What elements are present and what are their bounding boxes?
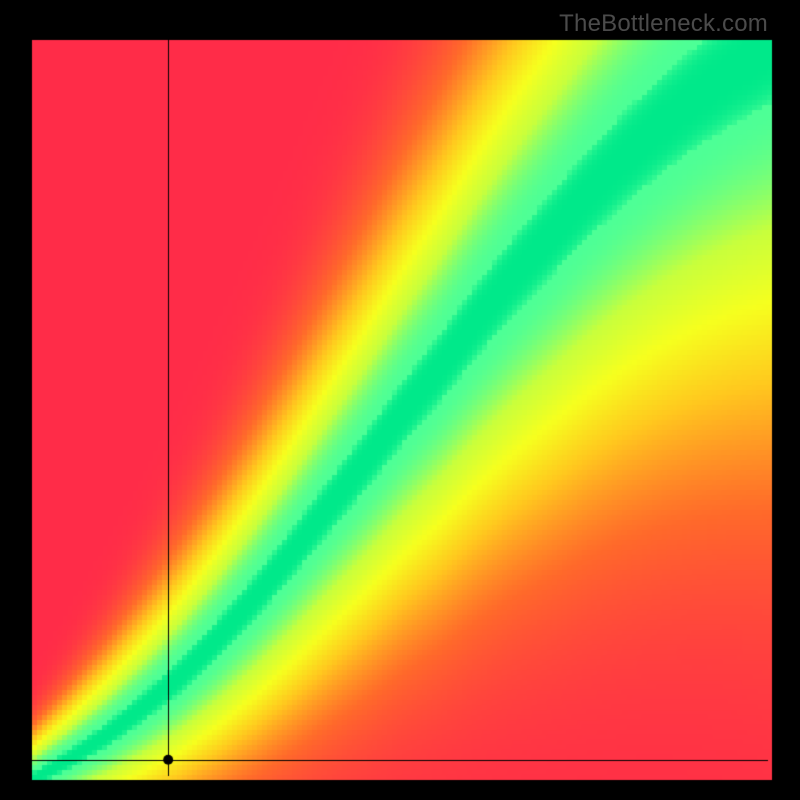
heatmap-canvas xyxy=(0,0,800,800)
watermark-label: TheBottleneck.com xyxy=(559,10,768,38)
chart-container: TheBottleneck.com xyxy=(0,0,800,800)
